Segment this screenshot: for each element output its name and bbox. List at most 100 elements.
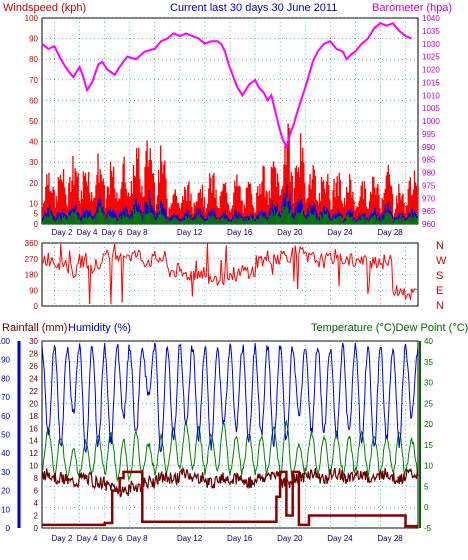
barometer-axis-title: Barometer (hpa) [372,2,452,14]
wind-y-tick: 100 [25,14,39,23]
temperature-y-tick: 30 [424,379,433,388]
rain-y-tick: 24 [29,374,38,383]
direction-trace [75,276,76,277]
barometer-y-tick: 975 [422,181,436,190]
direction-trace [103,253,104,254]
rain-y-tick: 20 [29,399,38,408]
x-tick-label: Day 8 [127,228,148,237]
barometer-y-tick: 1020 [422,66,440,75]
wind-low-bar [417,217,418,224]
wind-y-tick: 10 [29,199,38,208]
direction-y-tick: 90 [29,286,38,295]
temperature-y-tick: -5 [424,524,432,533]
x-tick-label: Day 12 [177,534,203,543]
wind-y-tick: 50 [29,117,38,126]
rain-y-tick: 14 [29,437,38,446]
x-tick-label: Day 20 [277,534,303,543]
x-tick-label: Day 12 [177,228,203,237]
rain-y-tick: 28 [29,349,38,358]
direction-trace [343,264,344,265]
x-tick-label: Day 20 [277,228,303,237]
barometer-y-tick: 1040 [422,14,440,23]
rain-y-tick: 2 [34,512,39,521]
barometer-y-tick: 1035 [422,27,440,36]
temperature-y-tick: 0 [424,503,429,512]
barometer-y-tick: 965 [422,207,436,216]
rain-y-tick: 0 [34,524,39,533]
direction-y-tick: 0 [34,302,39,311]
wind-y-tick: 60 [29,96,38,105]
rain-y-tick: 8 [34,474,39,483]
rain-y-tick: 26 [29,362,38,371]
wind-y-tick: 30 [29,158,38,167]
direction-trace [156,259,157,260]
humidity-y-tick: 50 [1,431,10,440]
barometer-y-tick: 995 [422,130,436,139]
x-tick-label: Day 28 [377,534,403,543]
humidity-axis-title: Humidity (%) [68,322,131,334]
direction-trace [344,263,345,264]
direction-trace [172,271,173,272]
wind-y-tick: 20 [29,179,38,188]
x-tick-label: Day 24 [327,228,353,237]
humidity-y-tick: 30 [1,468,10,477]
direction-trace [357,259,358,260]
x-tick-label: Day 24 [327,534,353,543]
direction-trace [77,263,78,264]
wind-y-tick: 0 [34,220,39,229]
rain-y-tick: 16 [29,424,38,433]
humidity-y-tick: 40 [1,449,10,458]
temperature-y-tick: 25 [424,399,433,408]
x-tick-label: Day 2 [52,534,73,543]
wind-axis-title: Windspeed (kph) [3,2,86,14]
barometer-y-tick: 960 [422,220,436,229]
barometer-y-tick: 980 [422,169,436,178]
temperature-axis-title: Temperature (°C)Dew Point (°C) [311,322,468,334]
direction-y-tick: 360 [25,239,39,248]
direction-trace [215,276,216,277]
barometer-y-tick: 970 [422,194,436,203]
humidity-y-tick: 10 [1,505,10,514]
barometer-y-tick: 1000 [422,117,440,126]
barometer-y-tick: 1025 [422,53,440,62]
direction-trace [310,254,311,255]
x-tick-label: Day 16 [227,228,253,237]
barometer-y-tick: 1015 [422,78,440,87]
rain-y-tick: 22 [29,387,38,396]
rain-y-tick: 10 [29,462,38,471]
compass-label: S [436,270,443,282]
compass-label: N [436,240,444,252]
x-tick-label: Day 6 [102,228,123,237]
humidity-y-tick: 20 [1,487,10,496]
x-tick-label: Day 6 [102,534,123,543]
direction-y-tick: 180 [25,271,39,280]
temperature-y-tick: 5 [424,482,429,491]
wind-y-tick: 5 [34,210,39,219]
barometer-y-tick: 985 [422,156,436,165]
barometer-y-tick: 1005 [422,104,440,113]
x-tick-label: Day 4 [77,228,98,237]
compass-label: E [436,285,443,297]
humidity-y-tick: 60 [1,412,10,421]
barometer-y-tick: 990 [422,143,436,152]
x-tick-label: Day 4 [77,534,98,543]
direction-y-tick: 270 [25,255,39,264]
x-tick-label: Day 8 [127,534,148,543]
wind-y-tick: 70 [29,76,38,85]
humidity-y-tick: 80 [1,374,10,383]
temperature-y-tick: 20 [424,420,433,429]
compass-label: W [436,255,447,267]
rain-y-tick: 30 [29,337,38,346]
barometer-y-tick: 1010 [422,91,440,100]
temperature-y-tick: 35 [424,358,433,367]
chart-title: Current last 30 days 30 June 2011 [170,2,337,14]
compass-label: N [436,300,444,312]
wind-y-tick: 80 [29,55,38,64]
temperature-y-tick: 10 [424,462,433,471]
rainfall-axis-title: Rainfall (mm) [2,322,67,334]
humidity-y-tick: 90 [1,356,10,365]
humidity-y-tick: 0 [6,524,11,533]
x-tick-label: Day 2 [52,228,73,237]
temperature-y-tick: 15 [424,441,433,450]
